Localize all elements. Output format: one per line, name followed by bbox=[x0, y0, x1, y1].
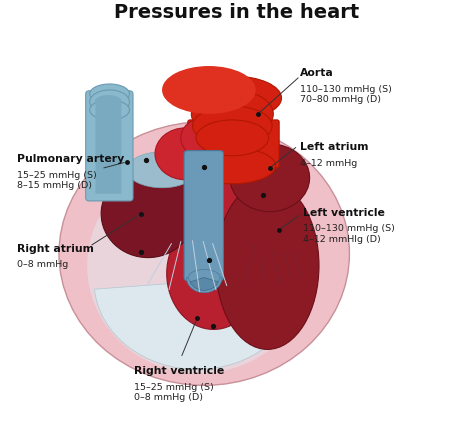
Ellipse shape bbox=[188, 270, 220, 285]
Wedge shape bbox=[186, 277, 222, 293]
Title: Pressures in the heart: Pressures in the heart bbox=[114, 3, 360, 22]
Ellipse shape bbox=[155, 128, 216, 180]
Ellipse shape bbox=[167, 218, 260, 330]
FancyBboxPatch shape bbox=[184, 151, 223, 281]
Text: 0–8 mmHg: 0–8 mmHg bbox=[17, 260, 68, 269]
Text: Left atrium: Left atrium bbox=[300, 142, 369, 152]
FancyBboxPatch shape bbox=[86, 91, 133, 201]
Text: 110–130 mmHg (S)
70–80 mmHg (D): 110–130 mmHg (S) 70–80 mmHg (D) bbox=[300, 85, 392, 104]
Ellipse shape bbox=[216, 182, 319, 349]
FancyBboxPatch shape bbox=[188, 120, 279, 168]
Ellipse shape bbox=[127, 152, 197, 188]
Ellipse shape bbox=[90, 100, 129, 120]
Ellipse shape bbox=[196, 120, 269, 156]
Ellipse shape bbox=[230, 144, 310, 212]
Wedge shape bbox=[190, 277, 219, 290]
Ellipse shape bbox=[172, 136, 265, 252]
Text: Aorta: Aorta bbox=[300, 68, 334, 78]
Ellipse shape bbox=[192, 106, 272, 146]
Text: Pulmonary artery: Pulmonary artery bbox=[17, 154, 124, 164]
Ellipse shape bbox=[87, 158, 312, 373]
Ellipse shape bbox=[95, 95, 122, 109]
Text: Left ventricle: Left ventricle bbox=[302, 208, 384, 218]
Text: Right atrium: Right atrium bbox=[17, 244, 94, 254]
Text: 4–12 mmHg: 4–12 mmHg bbox=[300, 159, 357, 168]
Text: Right ventricle: Right ventricle bbox=[134, 366, 224, 376]
Text: 110–130 mmHg (S)
4–12 mmHIg (D): 110–130 mmHg (S) 4–12 mmHIg (D) bbox=[302, 224, 394, 244]
FancyBboxPatch shape bbox=[96, 102, 121, 194]
Ellipse shape bbox=[189, 148, 276, 184]
Text: 15–25 mmHg (S)
8–15 mmHg (D): 15–25 mmHg (S) 8–15 mmHg (D) bbox=[17, 171, 97, 190]
Ellipse shape bbox=[90, 84, 129, 104]
Ellipse shape bbox=[183, 76, 282, 120]
Ellipse shape bbox=[59, 122, 349, 385]
Wedge shape bbox=[94, 282, 300, 369]
Text: 15–25 mmHg (S)
0–8 mmHg (D): 15–25 mmHg (S) 0–8 mmHg (D) bbox=[134, 383, 214, 402]
Ellipse shape bbox=[101, 170, 195, 258]
Ellipse shape bbox=[191, 90, 273, 138]
Ellipse shape bbox=[181, 118, 228, 158]
Ellipse shape bbox=[162, 66, 256, 114]
Ellipse shape bbox=[90, 90, 129, 114]
